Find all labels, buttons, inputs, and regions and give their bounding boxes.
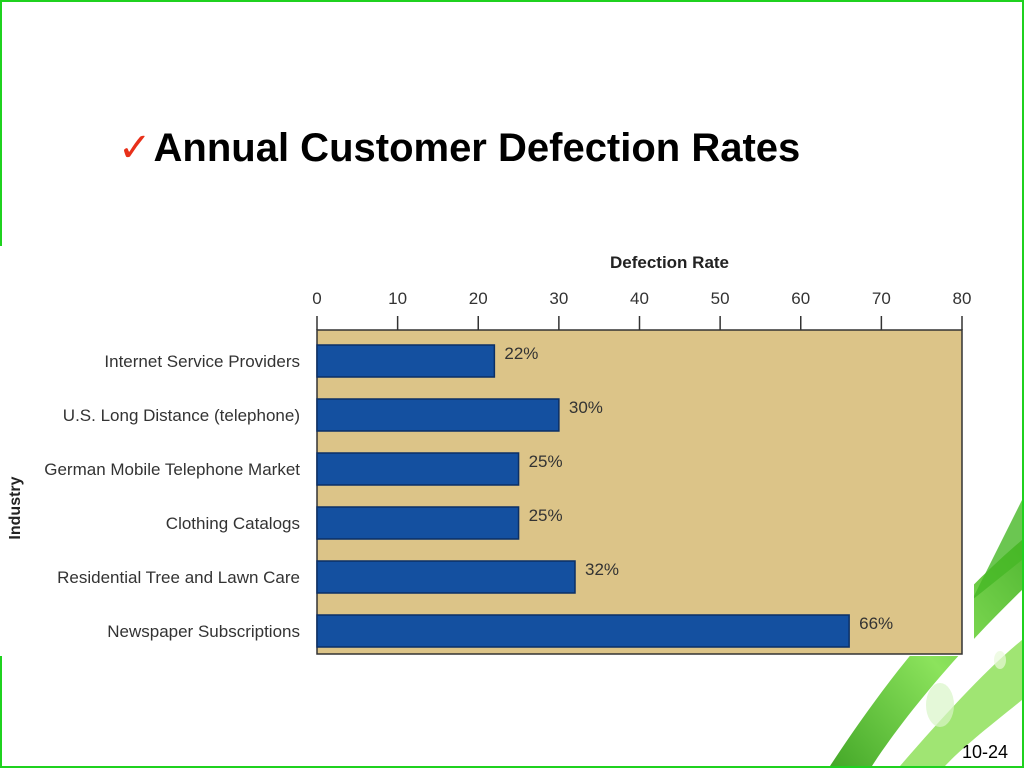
bar bbox=[316, 614, 850, 648]
chart-title: Defection Rate bbox=[610, 253, 729, 272]
x-tick-label: 70 bbox=[872, 289, 891, 308]
category-label: Newspaper Subscriptions bbox=[107, 622, 300, 641]
x-tick-label: 50 bbox=[711, 289, 730, 308]
bar bbox=[316, 452, 520, 486]
bar bbox=[316, 398, 560, 432]
y-axis-label: Industry bbox=[7, 476, 24, 539]
data-label: 22% bbox=[504, 344, 538, 363]
data-label: 30% bbox=[569, 398, 603, 417]
data-label: 25% bbox=[529, 452, 563, 471]
category-label: Clothing Catalogs bbox=[166, 514, 300, 533]
bar bbox=[316, 344, 496, 378]
category-label: Internet Service Providers bbox=[104, 352, 300, 371]
x-tick-label: 10 bbox=[388, 289, 407, 308]
x-tick-label: 30 bbox=[549, 289, 568, 308]
x-tick-label: 40 bbox=[630, 289, 649, 308]
checkmark-icon: ✓ bbox=[118, 126, 152, 170]
data-label: 66% bbox=[859, 614, 893, 633]
category-label: Residential Tree and Lawn Care bbox=[57, 568, 300, 587]
bar bbox=[316, 506, 520, 540]
slide-title: ✓ Annual Customer Defection Rates bbox=[118, 118, 800, 178]
slide-number: 10-24 bbox=[962, 742, 1009, 762]
plot-area bbox=[316, 329, 963, 655]
data-label: 25% bbox=[529, 506, 563, 525]
defection-rate-chart: Defection Rate 0 10 20 30 40 50 60 70 80 Industry I… bbox=[0, 246, 974, 656]
slide-title-text: Annual Customer Defection Rates bbox=[153, 125, 801, 170]
category-label: U.S. Long Distance (telephone) bbox=[63, 406, 300, 425]
data-label: 32% bbox=[585, 560, 619, 579]
bar bbox=[316, 560, 576, 594]
x-tick-label: 80 bbox=[953, 289, 972, 308]
x-tick-label: 20 bbox=[469, 289, 488, 308]
category-label: German Mobile Telephone Market bbox=[44, 460, 300, 479]
x-tick-label: 0 bbox=[312, 289, 321, 308]
x-tick-label: 60 bbox=[791, 289, 810, 308]
